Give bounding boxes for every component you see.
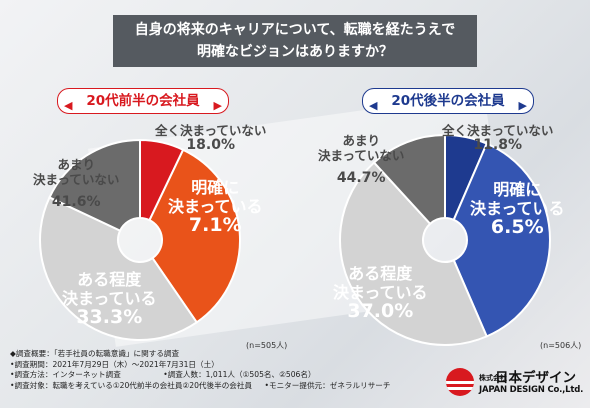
slice-label-text: 決まっていない <box>318 148 405 163</box>
logo-english: JAPAN DESIGN Co.,Ltd. <box>479 385 584 395</box>
slice-label-value: 44.7% <box>336 170 386 186</box>
slice-label-text: 全く決まっていない <box>442 123 554 138</box>
triangle-left-icon: ◀ <box>369 99 378 112</box>
slice-label-value: 6.5% <box>490 216 544 238</box>
slice-label-text: 決まっている <box>333 283 428 302</box>
group-label-late-20s: ◀ 20代後半の会社員 ▶ <box>362 88 534 114</box>
survey-count: •調査人数：1,011人（①505名、②506名） <box>163 370 316 379</box>
slice-label-text: ある程度 <box>348 264 413 283</box>
logo-kabushiki: 株式会社 <box>479 374 507 382</box>
slice-label-value: 7.1% <box>188 214 242 236</box>
triangle-right-icon: ▶ <box>518 99 527 112</box>
slice-label-text: 全く決まっていない <box>155 123 267 138</box>
survey-notes: ◆調査概要：「若手社員の転職意識」に関する調査 •調査期間：2021年7月29日… <box>10 349 390 391</box>
slice-label-value: 33.3% <box>76 306 143 328</box>
slice-label-text: 明確に <box>191 178 240 197</box>
question-title: 自身の将来のキャリアについて、転職を経たうえで 明確なビジョンはありますか？ <box>113 15 477 67</box>
slice-label-text: 明確に <box>493 180 542 199</box>
slice-somewhat <box>148 148 241 324</box>
title-line-2: 明確なビジョンはありますか？ <box>197 44 393 60</box>
survey-target: •調査対象：転職を考えている①20代前半の会社員②20代後半の会社員 <box>10 380 253 390</box>
slice-label-value: 37.0% <box>347 300 414 322</box>
slice-label-somewhat-not: あまり 決まっていない 41.6% <box>33 157 119 210</box>
group-label-text: 20代後半の会社員 <box>391 93 505 109</box>
slice-label-text: ある程度 <box>77 270 142 289</box>
slice-label-text: 決まっている <box>470 199 565 218</box>
survey-note-line: ◆調査概要：「若手社員の転職意識」に関する調査 <box>10 349 180 358</box>
slice-label-somewhat: ある程度 決まっている 37.0% <box>333 264 428 321</box>
slice-label-clear: 明確に 決まっている 6.5% <box>470 180 565 237</box>
slice-somewhat <box>452 142 551 338</box>
slice-label-clear: 明確に 決まっている 7.1% <box>168 178 263 235</box>
slice-somewhat-not <box>339 161 489 346</box>
slice-label-somewhat-not: あまり 決まっていない 44.7% <box>318 133 404 186</box>
slice-label-somewhat: ある程度 決まっている 33.3% <box>62 270 157 327</box>
slice-label-text: あまり <box>57 157 95 172</box>
title-line-1: 自身の将来のキャリアについて、転職を経たうえで <box>134 22 456 38</box>
logo-name: 日本デザイン <box>495 370 576 386</box>
survey-note-line: •調査期間：2021年7月29日（木）～2021年7月31日（土） <box>10 359 219 369</box>
slice-somewhat-not <box>39 196 199 341</box>
slice-label-value: 18.0% <box>186 137 235 153</box>
slice-none <box>372 133 446 226</box>
sample-size-label: (n=505人) <box>246 341 288 350</box>
survey-method: •調査方法：インターネット調査 <box>10 370 121 379</box>
slice-label-text: 決まっていない <box>33 172 120 187</box>
triangle-right-icon: ▶ <box>213 99 222 112</box>
company-logo: 株式会社日本デザイン JAPAN DESIGN Co.,Ltd. <box>446 366 586 406</box>
slice-label-value: 11.8% <box>473 137 522 153</box>
slice-none <box>48 138 141 232</box>
donut-chart-late-20s <box>339 133 551 346</box>
group-label-text: 20代前半の会社員 <box>86 93 200 109</box>
survey-note-line: •調査方法：インターネット調査 •調査人数：1,011人（①505名、②506名… <box>10 370 390 381</box>
survey-note-line: •調査対象：転職を考えている①20代前半の会社員②20代後半の会社員 •モニター… <box>10 381 390 392</box>
slice-label-none: 全く決まっていない 18.0% <box>155 123 266 153</box>
logo-japanese: 株式会社日本デザイン <box>479 366 576 386</box>
logo-mark-icon <box>446 368 474 396</box>
slice-label-text: あまり <box>342 133 380 148</box>
triangle-left-icon: ◀ <box>64 99 73 112</box>
slice-label-value: 41.6% <box>51 194 101 210</box>
survey-provider: •モニター提供元：ゼネラルリサーチ <box>264 380 391 390</box>
slice-label-text: 決まっている <box>62 289 157 308</box>
slice-label-text: 決まっている <box>168 197 263 216</box>
slice-label-none: 全く決まっていない 11.8% <box>442 123 553 153</box>
group-label-early-20s: ◀ 20代前半の会社員 ▶ <box>57 88 229 114</box>
sample-size-label: (n=506人) <box>540 341 582 350</box>
donut-chart-early-20s <box>39 138 241 341</box>
